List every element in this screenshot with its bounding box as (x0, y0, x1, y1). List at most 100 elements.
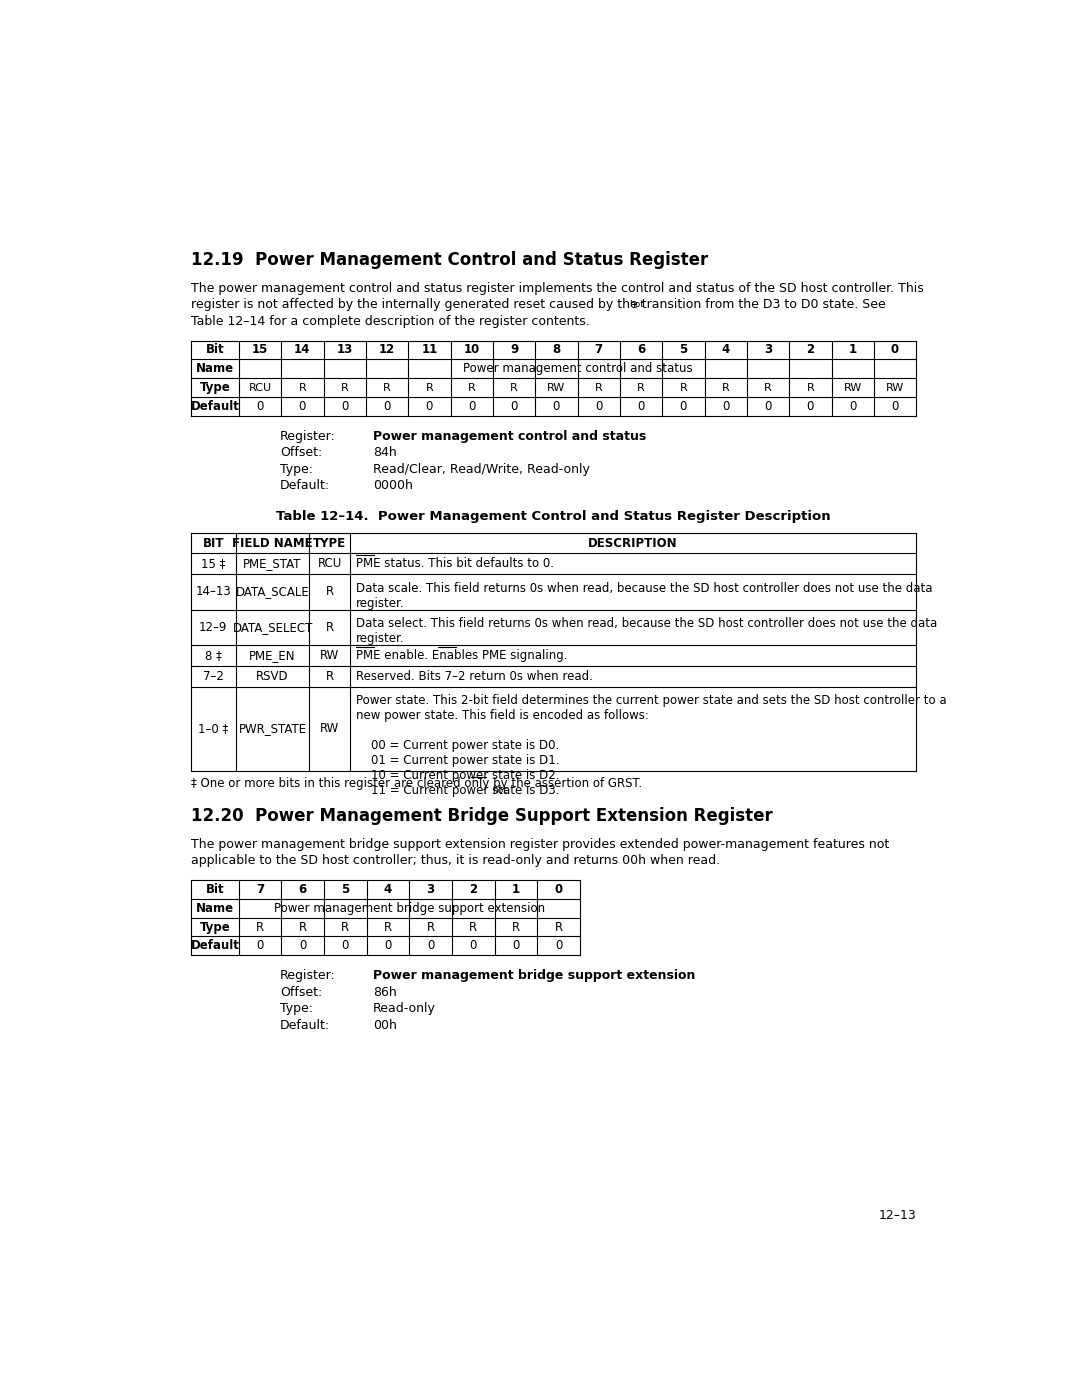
Text: 12.20  Power Management Bridge Support Extension Register: 12.20 Power Management Bridge Support Ex… (191, 806, 772, 824)
Text: RW: RW (320, 722, 339, 735)
Text: R: R (383, 383, 391, 393)
Text: Type:: Type: (280, 1002, 313, 1016)
Text: DATA_SELECT: DATA_SELECT (232, 620, 313, 634)
Text: Data scale. This field returns 0s when read, because the SD host controller does: Data scale. This field returns 0s when r… (356, 583, 932, 595)
Text: R: R (299, 921, 307, 933)
Text: 0: 0 (299, 400, 306, 414)
Text: Power state. This 2-bit field determines the current power state and sets the SD: Power state. This 2-bit field determines… (356, 694, 946, 707)
Text: Offset:: Offset: (280, 447, 322, 460)
Text: R: R (765, 383, 772, 393)
Text: 12: 12 (379, 344, 395, 356)
Text: RW: RW (886, 383, 904, 393)
Text: RCU: RCU (248, 383, 271, 393)
Text: Register:: Register: (280, 970, 336, 982)
Text: 12–9: 12–9 (199, 620, 228, 634)
Text: Power management control and status: Power management control and status (373, 430, 646, 443)
Text: 7: 7 (256, 883, 265, 895)
Text: Power management bridge support extension: Power management bridge support extensio… (373, 970, 696, 982)
Text: Default:: Default: (280, 1018, 330, 1032)
Text: RSVD: RSVD (256, 669, 288, 683)
Text: 1–0 ‡: 1–0 ‡ (198, 722, 228, 735)
Text: 8 ‡: 8 ‡ (205, 650, 221, 662)
Text: The power management bridge support extension register provides extended power-m: The power management bridge support exte… (191, 838, 889, 851)
Text: R: R (426, 383, 433, 393)
Text: R: R (595, 383, 603, 393)
Text: 8: 8 (552, 344, 561, 356)
Text: 0: 0 (426, 400, 433, 414)
Text: Default: Default (190, 400, 240, 414)
Text: 0: 0 (849, 400, 856, 414)
Text: 01 = Current power state is D1.: 01 = Current power state is D1. (356, 754, 559, 767)
Text: 0: 0 (723, 400, 729, 414)
Text: 0: 0 (555, 939, 563, 953)
Text: PME status. This bit defaults to 0.: PME status. This bit defaults to 0. (356, 557, 554, 570)
Text: DATA_SCALE: DATA_SCALE (235, 585, 310, 598)
Text: 10: 10 (463, 344, 480, 356)
Text: 0: 0 (511, 400, 517, 414)
Text: R: R (325, 585, 334, 598)
Text: 13: 13 (337, 344, 353, 356)
Text: 0000h: 0000h (373, 479, 413, 493)
Text: 0: 0 (341, 939, 349, 953)
Text: 10 = Current power state is D2.: 10 = Current power state is D2. (356, 770, 559, 782)
Text: R: R (341, 383, 349, 393)
Text: 00h: 00h (373, 1018, 396, 1032)
Text: 3: 3 (764, 344, 772, 356)
Text: Type: Type (200, 381, 230, 394)
Text: Reserved. Bits 7–2 return 0s when read.: Reserved. Bits 7–2 return 0s when read. (356, 669, 593, 683)
Text: 0: 0 (427, 939, 434, 953)
Text: R: R (256, 921, 265, 933)
Text: 0: 0 (470, 939, 477, 953)
Text: 3: 3 (427, 883, 435, 895)
Text: R: R (554, 921, 563, 933)
Text: Power management bridge support extension: Power management bridge support extensio… (274, 901, 545, 915)
Text: R: R (510, 383, 518, 393)
Text: 0: 0 (891, 344, 899, 356)
Text: R: R (637, 383, 645, 393)
Text: 12–13: 12–13 (878, 1208, 916, 1222)
Text: DESCRIPTION: DESCRIPTION (589, 536, 678, 549)
Text: 0: 0 (468, 400, 475, 414)
Text: 11 = Current power state is D3.: 11 = Current power state is D3. (356, 784, 559, 798)
Text: Default: Default (190, 939, 240, 953)
Text: Type: Type (200, 921, 230, 933)
Text: 0: 0 (341, 400, 349, 414)
Text: 2: 2 (807, 344, 814, 356)
Text: 14–13: 14–13 (195, 585, 231, 598)
Text: 11: 11 (421, 344, 437, 356)
Text: R: R (807, 383, 814, 393)
Text: R: R (325, 620, 334, 634)
Text: The power management control and status register implements the control and stat: The power management control and status … (191, 282, 923, 295)
Text: R: R (679, 383, 687, 393)
Text: 0: 0 (637, 400, 645, 414)
Text: Data select. This field returns 0s when read, because the SD host controller doe: Data select. This field returns 0s when … (356, 617, 937, 630)
Text: 0: 0 (299, 939, 307, 953)
Text: 0: 0 (256, 939, 264, 953)
Text: applicable to the SD host controller; thus, it is read-only and returns 00h when: applicable to the SD host controller; th… (191, 854, 720, 868)
Text: 0: 0 (512, 939, 519, 953)
Text: 0: 0 (553, 400, 561, 414)
Text: register.: register. (356, 597, 405, 610)
Text: 4: 4 (383, 883, 392, 895)
Text: 15 ‡: 15 ‡ (201, 557, 226, 570)
Text: R: R (298, 383, 307, 393)
Text: 0: 0 (679, 400, 687, 414)
Text: 5: 5 (679, 344, 688, 356)
Text: R: R (384, 921, 392, 933)
Text: 4: 4 (721, 344, 730, 356)
Text: RW: RW (548, 383, 566, 393)
Text: 15: 15 (252, 344, 268, 356)
Text: R: R (427, 921, 435, 933)
Text: register is not affected by the internally generated reset caused by the transit: register is not affected by the internal… (191, 298, 886, 312)
Text: BIT: BIT (203, 536, 224, 549)
Text: register.: register. (356, 633, 405, 645)
Text: Name: Name (195, 901, 234, 915)
Text: PME_EN: PME_EN (249, 650, 296, 662)
Text: Read-only: Read-only (373, 1002, 436, 1016)
Text: 7: 7 (595, 344, 603, 356)
Text: 0: 0 (554, 883, 563, 895)
Text: 0: 0 (384, 939, 392, 953)
Text: 86h: 86h (373, 986, 396, 999)
Text: 2: 2 (469, 883, 477, 895)
Text: PME_STAT: PME_STAT (243, 557, 301, 570)
